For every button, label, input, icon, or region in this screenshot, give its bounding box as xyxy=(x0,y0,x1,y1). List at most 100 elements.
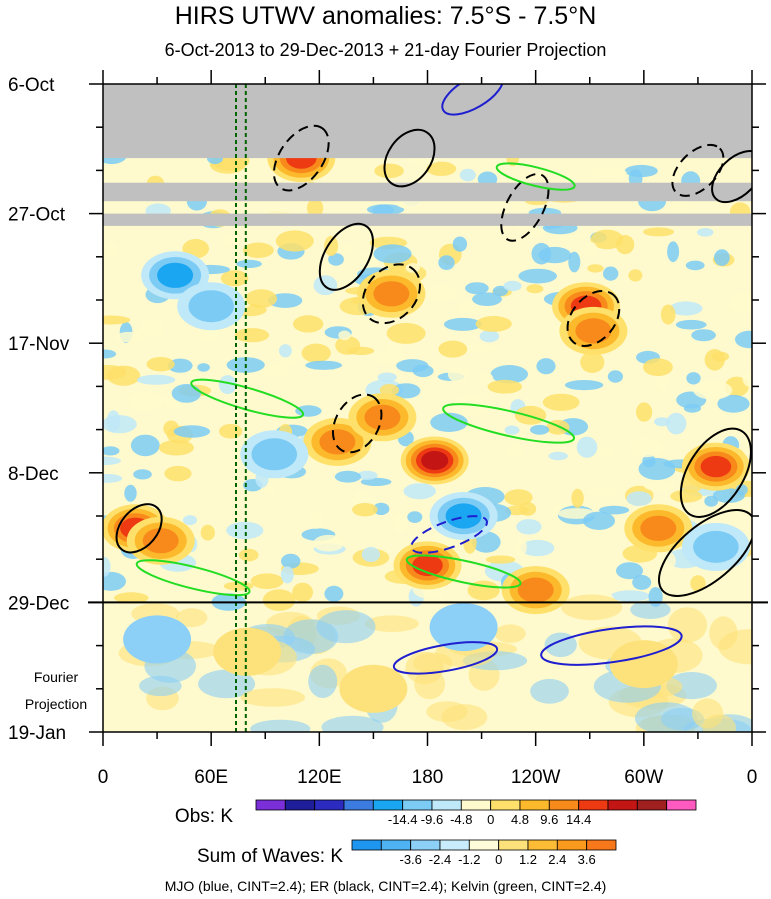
obs-texture-cell xyxy=(103,473,123,483)
obs-texture-cell xyxy=(146,357,175,372)
projection-texture-cell xyxy=(413,652,453,675)
y-axis: 6-Oct 27-Oct 17-Nov 8-Dec 29-Dec 19-Jan xyxy=(8,75,766,744)
anomaly-blob xyxy=(609,640,678,689)
obs-texture-cell xyxy=(536,358,556,375)
obs-texture-cell xyxy=(423,285,457,302)
anomaly-blob xyxy=(575,318,612,344)
obs-texture-cell xyxy=(200,524,215,541)
obs-texture-cell xyxy=(628,437,664,458)
reference-longitude-markers xyxy=(235,84,247,732)
obs-texture-cell xyxy=(704,349,725,371)
obs-texture-cell xyxy=(114,331,145,343)
waves-colorbar: -3.6 -2.4 -1.2 0 1.2 2.4 3.6 xyxy=(351,839,617,867)
obs-texture-cell xyxy=(426,161,457,176)
obs-texture-cell xyxy=(580,351,605,373)
anomaly-blob xyxy=(445,503,482,529)
obs-texture-cell xyxy=(103,571,126,591)
obs-texture-cell xyxy=(293,315,324,333)
obs-texture-cell xyxy=(669,301,703,316)
anomaly-blob xyxy=(251,438,298,471)
obs-texture-cell xyxy=(164,465,192,482)
y-tick-label: 19-Jan xyxy=(8,723,66,744)
obs-texture-cell xyxy=(616,562,643,580)
projection-texture-cell xyxy=(240,688,306,707)
x-tick-label: 120E xyxy=(297,767,341,788)
anomaly-blob xyxy=(700,455,732,478)
kelvin-contour xyxy=(190,378,305,419)
obs-texture-cell xyxy=(610,590,650,602)
obs-texture-cell xyxy=(514,405,547,425)
obs-texture-cell xyxy=(568,251,581,273)
obs-texture-cell xyxy=(583,511,615,530)
x-tick-label: 60E xyxy=(194,767,228,788)
obs-texture-cell xyxy=(548,451,568,461)
kelvin-contour xyxy=(405,554,522,589)
obs-colorbar-tick-label: 14.4 xyxy=(566,812,591,827)
projection-texture-cell xyxy=(718,629,752,665)
y-tick-label: 29-Dec xyxy=(8,593,69,614)
obs-texture-cell xyxy=(260,364,289,378)
x-tick-label: 180 xyxy=(412,767,444,788)
obs-texture-cell xyxy=(386,322,426,344)
chart-title: HIRS UTWV anomalies: 7.5°S - 7.5°N xyxy=(174,2,597,30)
obs-texture-cell xyxy=(571,488,584,508)
x-axis: 0 60E 120E 180 120W 60W 0 xyxy=(98,70,757,788)
obs-colorbar-tick-label: -4.8 xyxy=(450,812,472,827)
obs-texture-cell xyxy=(660,304,676,325)
obs-texture-cell xyxy=(103,556,111,577)
anomaly-blob xyxy=(412,554,443,577)
obs-texture-cell xyxy=(542,393,580,411)
waves-colorbar-swatch xyxy=(439,839,470,851)
obs-texture-cell xyxy=(717,394,750,413)
anomaly-blob xyxy=(188,290,234,323)
waves-colorbar-swatch xyxy=(351,839,382,851)
obs-texture-cell xyxy=(472,292,502,307)
wave-legend-note: MJO (blue, CINT=2.4); ER (black, CINT=2.… xyxy=(164,878,607,894)
obs-texture-cell xyxy=(518,268,557,284)
obs-texture-cell xyxy=(690,575,706,592)
obs-texture-cell xyxy=(281,553,301,569)
obs-texture-cell xyxy=(392,383,421,399)
er-contour xyxy=(500,173,550,242)
obs-texture-cell xyxy=(103,446,120,456)
obs-colorbar-swatch xyxy=(490,799,521,811)
obs-texture-cell xyxy=(377,372,397,383)
er-contour xyxy=(383,128,436,188)
obs-texture-cell xyxy=(438,255,455,270)
obs-colorbar-tick-label: -14.4 xyxy=(388,812,418,827)
obs-texture-cell xyxy=(667,241,680,263)
obs-texture-cell xyxy=(479,330,500,343)
obs-colorbar: -14.4 -9.6 -4.8 0 4.8 9.6 14.4 xyxy=(255,799,697,827)
projection-texture-cell xyxy=(316,610,376,644)
waves-colorbar-tick-label: 3.6 xyxy=(578,852,596,867)
obs-texture-cell xyxy=(305,360,343,370)
obs-texture-cell xyxy=(626,491,652,507)
mjo-contour xyxy=(410,515,488,554)
projection-texture-cell xyxy=(702,714,736,732)
obs-texture-cell xyxy=(245,289,277,308)
obs-texture-cell xyxy=(220,270,249,287)
obs-texture-cell xyxy=(735,330,752,349)
obs-texture-cell xyxy=(374,163,404,179)
waves-colorbar-tick-label: 2.4 xyxy=(548,852,566,867)
obs-texture-cell xyxy=(218,375,237,395)
obs-texture-cell xyxy=(576,436,598,458)
anomaly-blob xyxy=(640,515,677,541)
waves-colorbar-tick-label: -2.4 xyxy=(429,852,451,867)
kelvin-contour xyxy=(442,403,576,444)
obs-texture-cell xyxy=(506,444,525,457)
anomaly-blob xyxy=(373,281,410,307)
obs-texture-cell xyxy=(462,343,498,353)
obs-texture-cell xyxy=(158,439,194,456)
anomaly-blob xyxy=(517,577,554,603)
obs-texture-cell xyxy=(670,198,691,217)
obs-colorbar-swatch xyxy=(372,799,403,811)
obs-colorbar-swatch xyxy=(636,799,667,811)
obs-colorbar-swatch xyxy=(548,799,579,811)
obs-texture-cell xyxy=(714,249,730,266)
anomaly-blob xyxy=(319,429,356,455)
obs-texture-cell xyxy=(407,511,423,523)
obs-texture-cell xyxy=(238,548,259,562)
projection-texture-cell xyxy=(308,664,338,699)
obs-texture-cell xyxy=(583,241,598,258)
